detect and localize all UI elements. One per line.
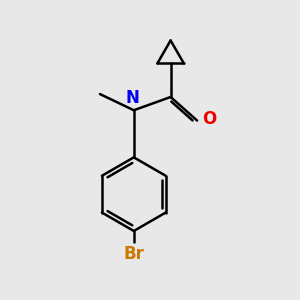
Text: Br: Br	[123, 244, 144, 262]
Text: N: N	[125, 89, 139, 107]
Text: O: O	[202, 110, 217, 128]
